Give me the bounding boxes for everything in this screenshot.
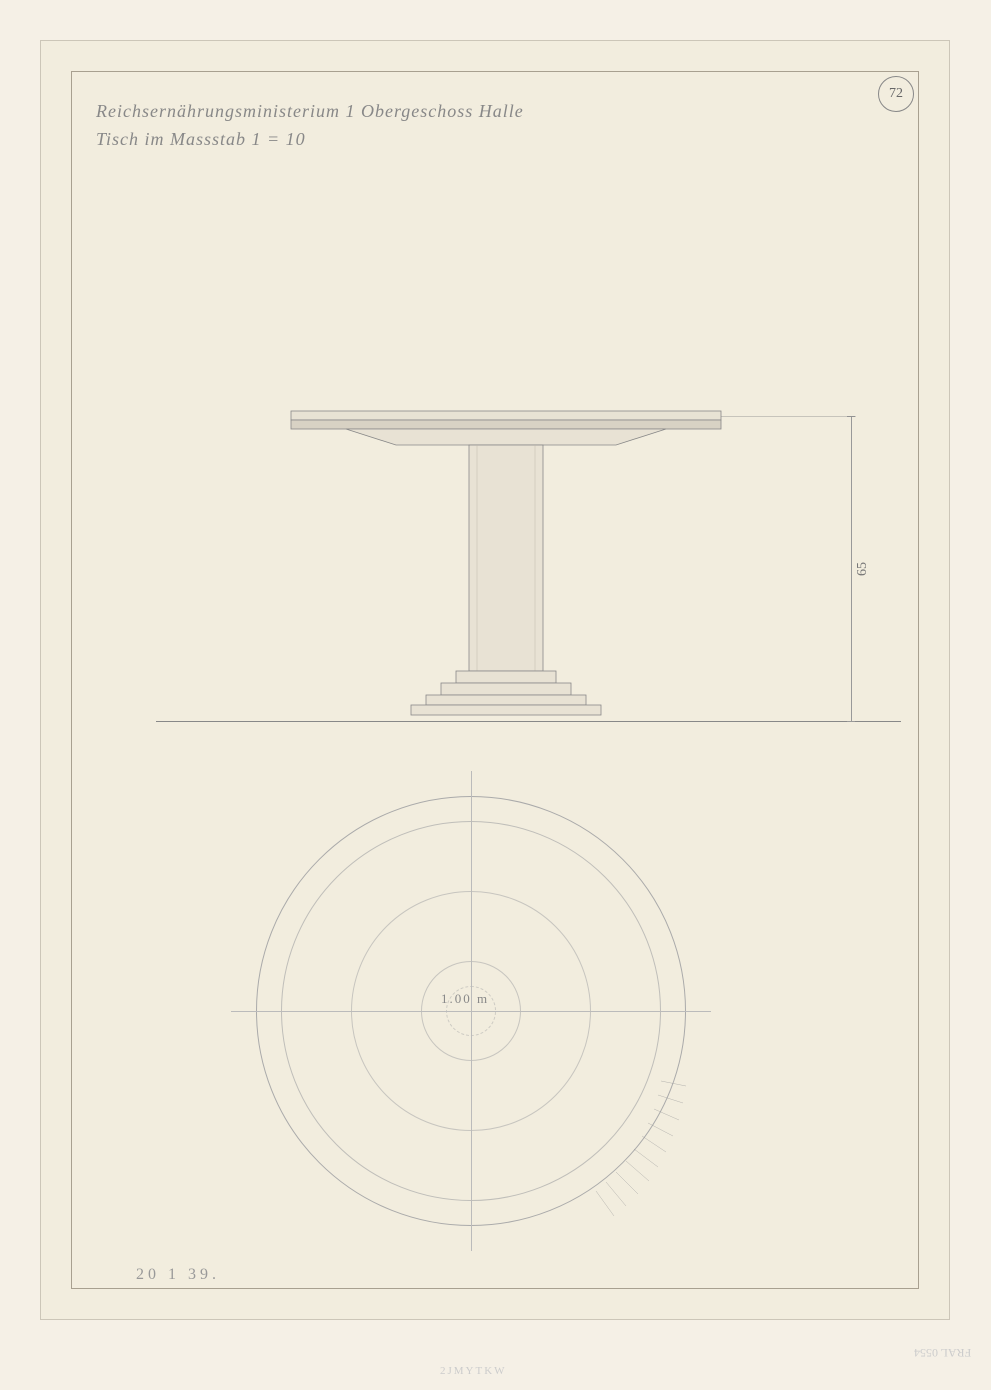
- plan-diameter-label: 1.00 m: [441, 991, 489, 1007]
- dimension-tick-bottom: [847, 721, 855, 722]
- watermark-bottom: 2JMYTKW: [440, 1365, 507, 1377]
- height-dimension-line: [851, 416, 852, 721]
- height-dimension-value: 65: [855, 562, 871, 576]
- table-elevation-drawing: [41, 41, 951, 741]
- watermark-side: FRAL 0554: [914, 1345, 971, 1360]
- drawing-date: 20 1 39.: [136, 1266, 220, 1284]
- plan-hatching: [256, 796, 686, 1226]
- ground-line: [156, 721, 901, 722]
- paper-sheet: 72 Reichsernährungsministerium 1 Oberges…: [40, 40, 950, 1320]
- extension-line-top: [721, 416, 856, 417]
